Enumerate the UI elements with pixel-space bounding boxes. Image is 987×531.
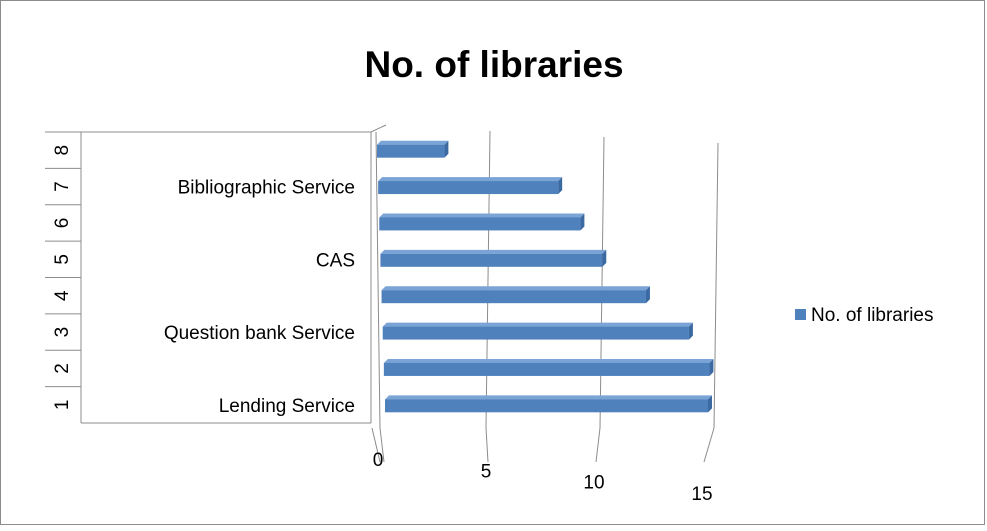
floor-gridline [703, 427, 715, 463]
bar-top-face [380, 249, 607, 254]
bar-front-face [377, 144, 445, 158]
bar-end-face [709, 358, 714, 376]
gridlines [371, 130, 719, 463]
bar [385, 395, 712, 413]
category-index-label: 6 [52, 218, 73, 229]
bar-end-face [580, 213, 585, 231]
category-axis: 1 Lending Service 2 3 Question bank Service 4… [45, 124, 387, 424]
category-label: Lending Service [219, 396, 355, 417]
category-index-label: 3 [52, 327, 73, 338]
value-axis-tick-label: 15 [691, 484, 712, 505]
legend-label: No. of libraries [811, 305, 934, 326]
value-axis-line [379, 427, 385, 463]
bar-end-face [708, 395, 712, 413]
bar-end-face [602, 249, 607, 267]
value-axis-tick-label: 0 [373, 450, 384, 471]
category-index-label: 2 [52, 363, 73, 374]
floor-gridline [595, 427, 601, 463]
chart-title: No. of libraries [364, 44, 623, 85]
bar [382, 322, 693, 340]
bar [381, 286, 650, 304]
gridline [599, 136, 605, 429]
bar-top-face [382, 322, 693, 327]
value-axis: 0 5 10 15 [373, 427, 713, 505]
category-axis-depth-rule [370, 124, 387, 133]
bar [377, 140, 449, 158]
value-axis-tick-label: 10 [583, 473, 604, 494]
bar-front-face [381, 290, 646, 304]
category-index-label: 1 [52, 400, 73, 411]
category-index-label: 8 [52, 145, 73, 156]
bar-front-face [383, 362, 710, 376]
bar-front-face [380, 253, 603, 267]
bar-end-face [688, 322, 693, 340]
bar-front-face [379, 217, 581, 231]
gridline [713, 142, 719, 429]
bar-end-face [444, 140, 449, 158]
bar-end-face [558, 177, 563, 195]
bar-top-face [385, 395, 712, 400]
bar-top-face [381, 286, 650, 291]
bar [380, 249, 607, 267]
bar-top-face [383, 358, 714, 363]
bar-top-face [378, 177, 563, 182]
gridline [485, 130, 491, 429]
floor-gridline [485, 427, 489, 463]
bar-end-face [645, 286, 650, 304]
category-label: Bibliographic Service [178, 178, 355, 199]
bars [377, 140, 714, 413]
category-index-label: 4 [52, 290, 73, 301]
back-wall-left-edge [375, 131, 381, 429]
bar-front-face [382, 326, 689, 340]
legend: No. of libraries [795, 305, 934, 326]
category-index-label: 7 [52, 181, 73, 192]
bar [378, 177, 563, 195]
category-label: Question bank Service [164, 323, 355, 344]
bar-front-face [385, 399, 708, 413]
category-index-label: 5 [52, 254, 73, 265]
value-axis-tick-label: 5 [481, 461, 492, 482]
bar [383, 358, 714, 376]
bar [379, 213, 585, 231]
bar-top-face [377, 140, 449, 145]
bar-front-face [378, 181, 559, 195]
category-label: CAS [316, 250, 355, 271]
legend-swatch [795, 309, 806, 320]
bar-top-face [379, 213, 585, 218]
floor-gridline [371, 427, 381, 463]
